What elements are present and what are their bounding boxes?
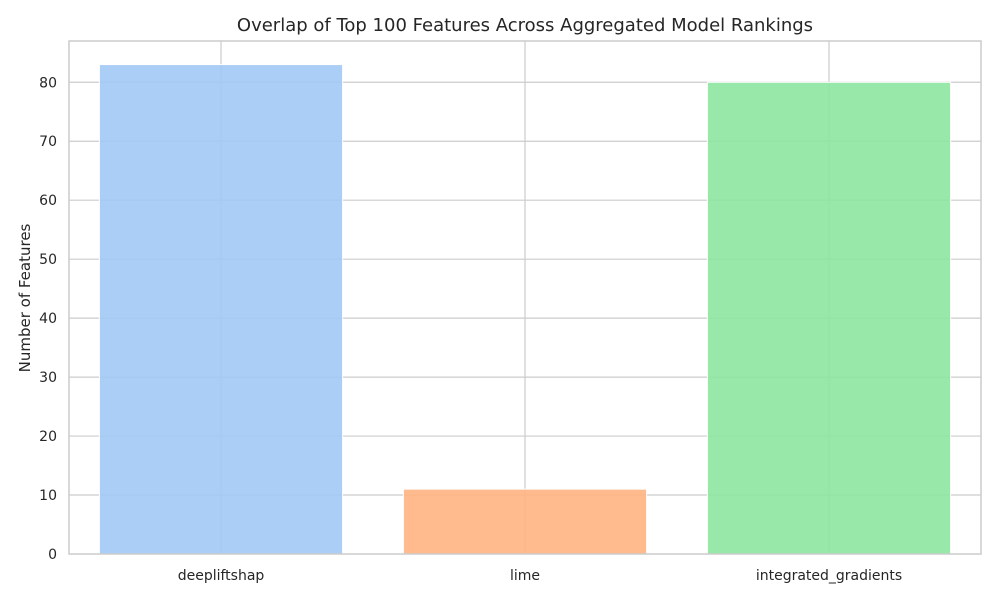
bar-integrated-gradients bbox=[706, 81, 952, 555]
y-axis-label: Number of Features bbox=[16, 223, 34, 372]
plot-frame bbox=[68, 40, 982, 555]
bar-layer bbox=[98, 64, 952, 555]
bar-deepliftshap bbox=[98, 64, 344, 555]
y-tick-label: 10 bbox=[39, 488, 57, 504]
y-tick-label: 50 bbox=[39, 252, 57, 268]
y-tick-label: 20 bbox=[39, 429, 57, 445]
x-tick-labels: deepliftshap lime integrated_gradients bbox=[178, 568, 902, 584]
y-tick-label: 80 bbox=[39, 75, 57, 91]
chart-title: Overlap of Top 100 Features Across Aggre… bbox=[237, 15, 813, 36]
x-tick-label: integrated_gradients bbox=[756, 568, 902, 584]
x-tick-label: deepliftshap bbox=[178, 568, 265, 584]
y-tick-label: 60 bbox=[39, 193, 57, 209]
y-tick-labels: 0 10 20 30 40 50 60 70 80 bbox=[39, 75, 57, 563]
y-tick-label: 40 bbox=[39, 311, 57, 327]
x-tick-label: lime bbox=[510, 568, 540, 584]
y-tick-label: 30 bbox=[39, 370, 57, 386]
bar-lime bbox=[402, 488, 648, 555]
y-tick-label: 0 bbox=[48, 547, 57, 563]
y-tick-label: 70 bbox=[39, 134, 57, 150]
